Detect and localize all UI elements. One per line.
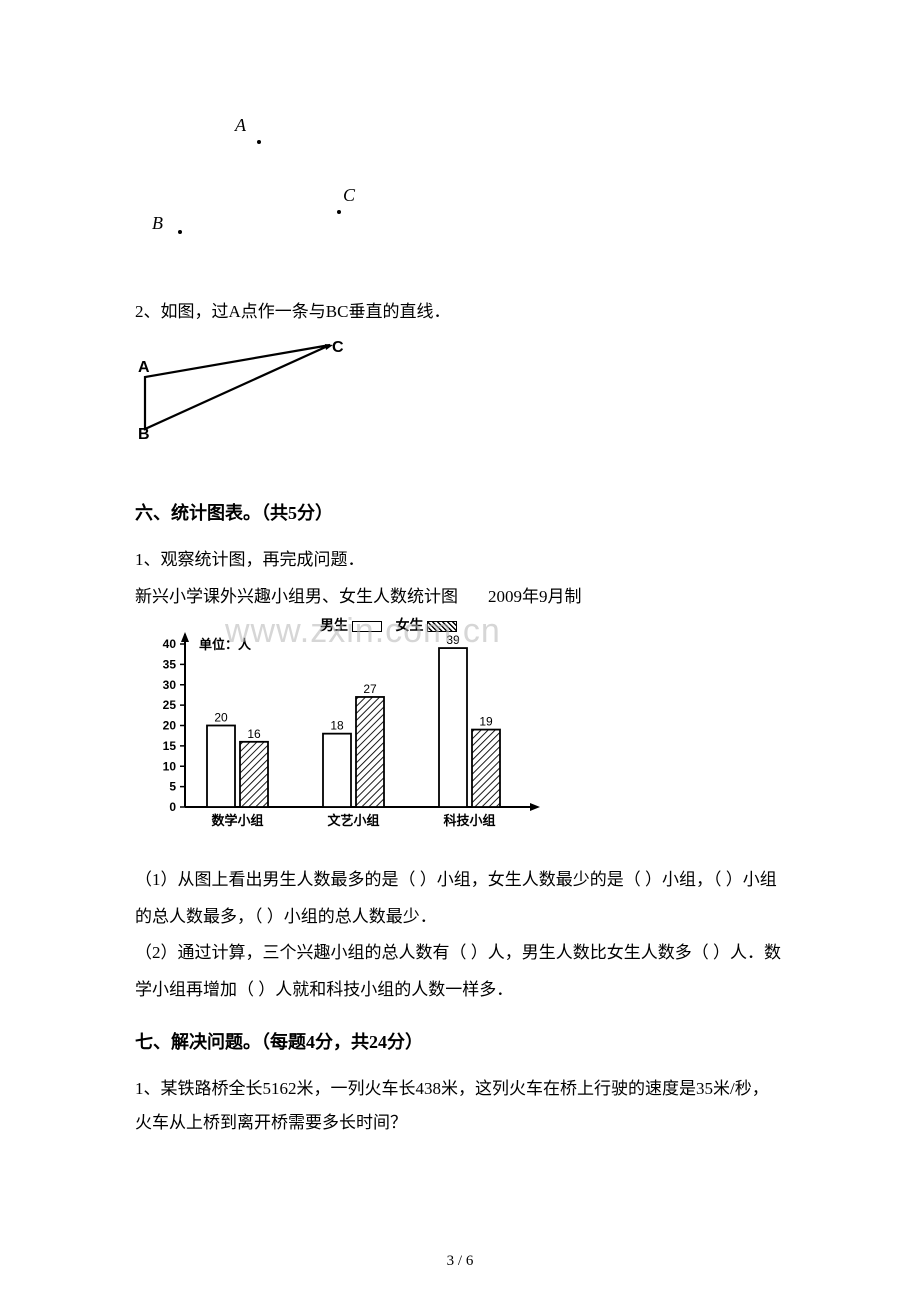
svg-text:20: 20	[163, 719, 177, 733]
svg-text:0: 0	[169, 800, 176, 814]
section-7-heading: 七、解决问题。（每题4分，共24分）	[135, 1028, 785, 1054]
bar-chart-svg: 0510152025303540单位：人2016数学小组1827文艺小组3919…	[140, 632, 540, 847]
svg-text:数学小组: 数学小组	[211, 813, 263, 828]
section-6-q1: 1、观察统计图，再完成问题．	[135, 545, 785, 570]
svg-text:27: 27	[363, 682, 377, 696]
abc-points-diagram: A B C	[145, 110, 365, 250]
section-6-fill-2: （2）通过计算，三个兴趣小组的总人数有（ ）人，男生人数比女生人数多（ ）人．数…	[135, 935, 785, 1008]
point-c-dot	[337, 210, 341, 214]
point-b-label: B	[152, 213, 163, 234]
svg-text:25: 25	[163, 698, 177, 712]
svg-text:文艺小组: 文艺小组	[327, 813, 379, 828]
svg-text:30: 30	[163, 678, 177, 692]
svg-text:40: 40	[163, 637, 177, 651]
point-a-dot	[257, 140, 261, 144]
svg-text:10: 10	[163, 759, 177, 773]
svg-text:5: 5	[169, 780, 176, 794]
point-a-label: A	[235, 115, 246, 136]
section-6-heading: 六、统计图表。（共5分）	[135, 499, 785, 525]
chart-title-row: 新兴小学课外兴趣小组男、女生人数统计图 2009年9月制	[135, 582, 785, 607]
svg-text:科技小组: 科技小组	[443, 813, 495, 828]
svg-text:20: 20	[214, 711, 228, 725]
triangle-a-label: A	[138, 359, 150, 376]
svg-text:16: 16	[247, 727, 261, 741]
triangle-b-label: B	[138, 426, 150, 443]
question-2-text: 2、如图，过A点作一条与BC垂直的直线．	[135, 295, 785, 329]
watermark-text: www.zxin.com.cn	[225, 612, 501, 651]
triangle-diagram: A B C	[135, 334, 345, 444]
triangle-c-label: C	[332, 339, 344, 356]
section-6-fill-1: （1）从图上看出男生人数最多的是（ ）小组，女生人数最少的是（ ）小组，（ ）小…	[135, 862, 785, 935]
point-c-label: C	[343, 185, 355, 206]
chart-title-right: 2009年9月制	[488, 587, 582, 606]
svg-text:19: 19	[479, 715, 493, 729]
svg-text:35: 35	[163, 657, 177, 671]
point-b-dot	[178, 230, 182, 234]
section-7-q1: 1、某铁路桥全长5162米，一列火车长438米，这列火车在桥上行驶的速度是35米…	[135, 1072, 785, 1140]
svg-text:18: 18	[330, 719, 344, 733]
svg-text:15: 15	[163, 739, 177, 753]
page-content: A B C 2、如图，过A点作一条与BC垂直的直线． A B C 六、统计图表。…	[0, 0, 920, 1170]
chart-title-left: 新兴小学课外兴趣小组男、女生人数统计图	[135, 587, 458, 606]
page-footer: 3 / 6	[0, 1253, 920, 1270]
